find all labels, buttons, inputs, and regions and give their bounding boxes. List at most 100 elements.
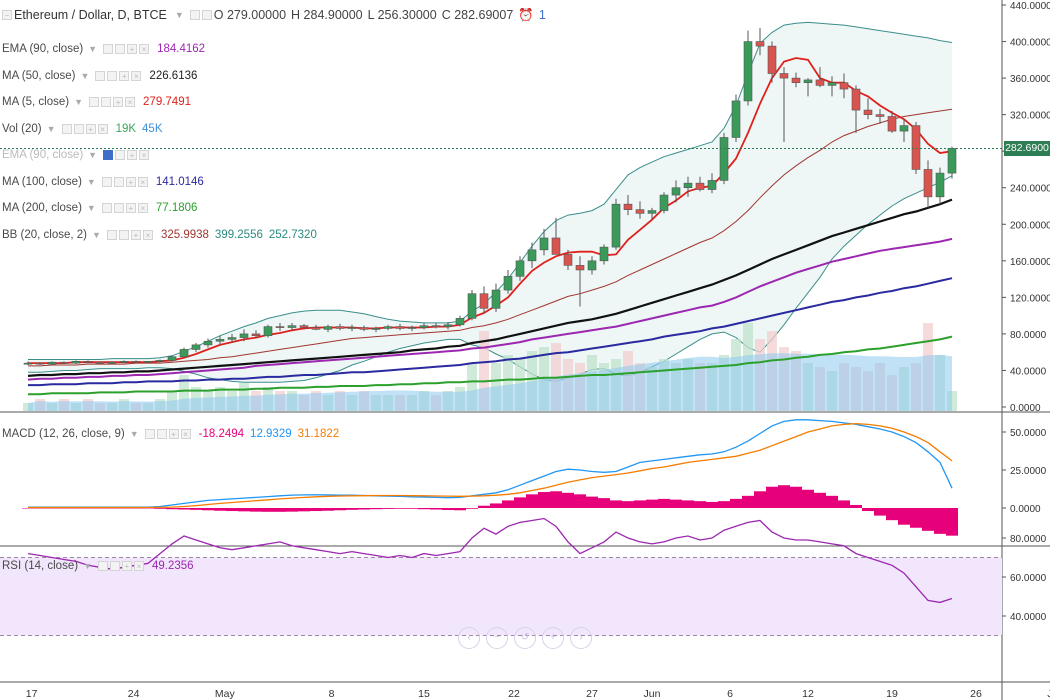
indicator-value: 279.7491 bbox=[143, 96, 191, 108]
candle-body bbox=[479, 293, 489, 309]
add-icon[interactable]: + bbox=[113, 97, 124, 107]
indicator-label[interactable]: MA (5, close) bbox=[2, 96, 70, 108]
eye-icon[interactable] bbox=[144, 429, 155, 439]
settings-icon[interactable] bbox=[101, 97, 112, 107]
add-icon[interactable]: + bbox=[119, 70, 130, 81]
eye-icon[interactable] bbox=[103, 150, 114, 160]
settings-icon[interactable] bbox=[115, 150, 126, 160]
price-tick-label: 440.0000 bbox=[1010, 1, 1050, 12]
chevron-down-icon[interactable]: ▼ bbox=[92, 229, 101, 240]
chevron-down-icon[interactable]: ▼ bbox=[86, 176, 96, 187]
symbol-title[interactable]: Ethereum / Dollar, D, BTCE bbox=[14, 8, 167, 22]
settings-icon[interactable] bbox=[109, 561, 120, 571]
chevron-down-icon[interactable]: ▼ bbox=[174, 10, 184, 20]
indicator-label[interactable]: EMA (90, close) bbox=[2, 149, 84, 161]
indicator-label[interactable]: MA (50, close) bbox=[2, 69, 76, 82]
add-icon[interactable]: + bbox=[130, 229, 141, 240]
indicator-label[interactable]: MA (200, close) bbox=[2, 202, 82, 214]
add-icon[interactable]: + bbox=[125, 176, 136, 187]
chevron-down-icon[interactable]: ▼ bbox=[88, 150, 98, 160]
chevron-down-icon[interactable]: ▼ bbox=[86, 203, 96, 213]
close-icon[interactable]: × bbox=[139, 150, 150, 160]
candle-body bbox=[23, 362, 33, 365]
candle-body bbox=[755, 41, 765, 47]
alerts-count[interactable]: 1 bbox=[538, 8, 546, 22]
macd-histogram-bar bbox=[850, 504, 862, 508]
close-icon[interactable]: × bbox=[125, 97, 136, 107]
macd-histogram-bar bbox=[178, 508, 190, 510]
indicator-value: 49.2356 bbox=[151, 560, 194, 572]
add-icon[interactable]: + bbox=[121, 561, 132, 571]
settings-icon[interactable] bbox=[73, 123, 84, 134]
zoom-out-icon[interactable]: − bbox=[486, 627, 508, 649]
chevron-down-icon[interactable]: ▼ bbox=[88, 44, 98, 54]
eye-icon[interactable] bbox=[101, 176, 112, 187]
close-icon[interactable]: × bbox=[97, 123, 108, 134]
chevron-down-icon[interactable]: ▼ bbox=[74, 97, 84, 107]
eye-icon[interactable] bbox=[97, 561, 108, 571]
candle-body bbox=[911, 125, 921, 170]
scroll-right-icon[interactable]: › bbox=[570, 627, 592, 649]
candle-body bbox=[383, 326, 393, 329]
macd-histogram-bar bbox=[730, 498, 742, 508]
macd-histogram-bar bbox=[142, 508, 154, 509]
close-icon[interactable]: × bbox=[139, 44, 150, 54]
more-icon[interactable] bbox=[201, 10, 212, 20]
x-tick-label: 19 bbox=[886, 688, 898, 700]
indicator-label[interactable]: BB (20, close, 2) bbox=[2, 228, 88, 241]
add-icon[interactable]: + bbox=[127, 44, 138, 54]
close-icon[interactable]: × bbox=[142, 229, 153, 240]
candle-body bbox=[767, 45, 777, 74]
indicator-label[interactable]: MACD (12, 26, close, 9) bbox=[2, 428, 125, 440]
eye-icon[interactable] bbox=[103, 44, 114, 54]
zoom-in-icon[interactable]: + bbox=[542, 627, 564, 649]
settings-icon[interactable] bbox=[189, 10, 200, 20]
alarm-clock-icon[interactable]: ⏰ bbox=[518, 7, 534, 22]
macd-histogram-bar bbox=[802, 489, 814, 508]
close-icon[interactable]: × bbox=[131, 70, 142, 81]
eye-icon[interactable] bbox=[89, 97, 100, 107]
add-icon[interactable]: + bbox=[125, 203, 136, 213]
add-icon[interactable]: + bbox=[168, 429, 179, 439]
settings-icon[interactable] bbox=[156, 429, 167, 439]
macd-tick-label: 50.0000 bbox=[1010, 428, 1047, 439]
settings-icon[interactable] bbox=[107, 70, 118, 81]
eye-icon[interactable] bbox=[101, 203, 112, 213]
close-icon[interactable]: × bbox=[133, 561, 144, 571]
macd-histogram-bar bbox=[430, 508, 442, 510]
add-icon[interactable]: + bbox=[85, 123, 96, 134]
reset-icon[interactable]: ↺ bbox=[514, 627, 536, 649]
indicator-label[interactable]: MA (100, close) bbox=[2, 175, 82, 188]
macd-histogram-bar bbox=[454, 508, 466, 511]
indicator-label[interactable]: EMA (90, close) bbox=[2, 43, 84, 55]
candle-body bbox=[623, 203, 633, 210]
ma200-line bbox=[28, 335, 953, 396]
close-icon[interactable]: × bbox=[180, 429, 191, 439]
macd-histogram-bar bbox=[742, 495, 754, 508]
eye-icon[interactable] bbox=[106, 229, 117, 240]
close-icon[interactable]: × bbox=[137, 203, 148, 213]
macd-histogram-bar bbox=[334, 508, 346, 511]
chevron-down-icon[interactable]: ▼ bbox=[83, 561, 92, 571]
settings-icon[interactable] bbox=[113, 176, 124, 187]
settings-icon[interactable] bbox=[115, 44, 126, 54]
indicator-label[interactable]: Vol (20) bbox=[2, 122, 42, 135]
macd-histogram-bar bbox=[466, 508, 478, 509]
add-icon[interactable]: + bbox=[127, 150, 138, 160]
collapse-icon[interactable]: − bbox=[2, 10, 12, 20]
macd-histogram-bar bbox=[502, 500, 514, 508]
chevron-down-icon[interactable]: ▼ bbox=[129, 429, 139, 439]
macd-histogram-bar bbox=[166, 508, 178, 510]
macd-histogram-bar bbox=[442, 508, 454, 510]
chevron-down-icon[interactable]: ▼ bbox=[46, 123, 56, 134]
indicator-value: 325.9938 bbox=[160, 228, 209, 241]
eye-icon[interactable] bbox=[95, 70, 106, 81]
close-icon[interactable]: × bbox=[137, 176, 148, 187]
settings-icon[interactable] bbox=[113, 203, 124, 213]
settings-icon[interactable] bbox=[118, 229, 129, 240]
indicator-label[interactable]: RSI (14, close) bbox=[2, 560, 79, 572]
eye-icon[interactable] bbox=[61, 123, 72, 134]
chevron-down-icon[interactable]: ▼ bbox=[80, 70, 90, 81]
scroll-left-icon[interactable]: ‹ bbox=[458, 627, 480, 649]
